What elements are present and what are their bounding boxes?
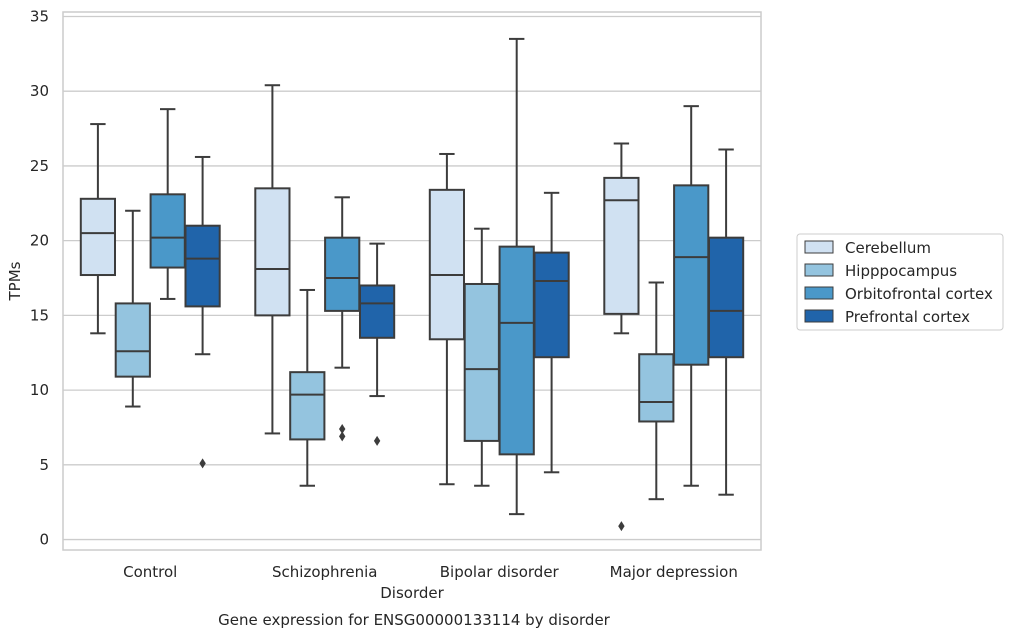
box-prefrontal-cortex xyxy=(533,191,570,474)
x-tick-label: Control xyxy=(123,563,177,581)
box-body xyxy=(533,251,570,359)
y-axis-ticks: 0 5 10 15 20 25 30 35 xyxy=(30,7,49,548)
box-body xyxy=(289,371,326,441)
box-body xyxy=(149,193,186,269)
y-axis-title: TPMs xyxy=(6,261,24,301)
legend-label: Orbitofrontal cortex xyxy=(845,285,993,303)
y-tick-label: 35 xyxy=(30,7,49,25)
x-tick-label: Major depression xyxy=(610,563,738,581)
box-prefrontal-cortex xyxy=(358,242,396,446)
box-orbitofrontal-cortex xyxy=(324,196,361,442)
box-body xyxy=(428,188,466,341)
y-tick-label: 10 xyxy=(30,381,49,399)
box-orbitofrontal-cortex xyxy=(498,37,535,516)
chart-caption: Gene expression for ENSG00000133114 by d… xyxy=(218,611,611,629)
legend-swatch xyxy=(804,240,834,254)
box-cerebellum xyxy=(254,84,291,435)
box-hipppocampus xyxy=(638,281,675,501)
box-body xyxy=(603,176,640,315)
legend-swatch xyxy=(804,309,834,323)
x-axis-title: Disorder xyxy=(380,584,444,602)
box-body xyxy=(79,197,117,277)
box-hipppocampus xyxy=(463,227,500,487)
legend-frame xyxy=(796,233,1004,331)
box-body xyxy=(184,224,221,308)
box-prefrontal-cortex xyxy=(707,148,745,496)
x-axis-ticks: Control Schizophrenia Bipolar disorder Majo… xyxy=(123,563,738,581)
legend-swatch xyxy=(804,286,834,300)
legend-swatch xyxy=(804,263,834,277)
outlier-point xyxy=(339,431,346,442)
outlier-point xyxy=(199,458,206,469)
outlier-point xyxy=(373,435,381,446)
box-body xyxy=(358,284,396,339)
box-hipppocampus xyxy=(114,209,151,408)
box-body xyxy=(638,353,675,423)
box-hipppocampus xyxy=(289,288,326,487)
legend-label: Hipppocampus xyxy=(845,262,957,280)
y-tick-label: 25 xyxy=(30,157,49,175)
x-tick-label: Schizophrenia xyxy=(272,563,377,581)
x-tick-label: Bipolar disorder xyxy=(440,563,560,581)
box-body xyxy=(463,282,500,442)
outlier-point xyxy=(339,423,346,434)
y-tick-label: 20 xyxy=(30,232,49,250)
box-cerebellum xyxy=(428,152,466,486)
box-body xyxy=(254,187,291,317)
legend-label: Prefrontal cortex xyxy=(845,308,970,326)
plot-frame xyxy=(62,11,762,551)
legend-label: Cerebellum xyxy=(845,239,931,257)
legend: Cerebellum Hipppocampus Orbitofrontal cort… xyxy=(796,233,1004,331)
box-body xyxy=(673,184,710,366)
boxes xyxy=(79,37,745,532)
y-tick-label: 15 xyxy=(30,306,49,324)
box-cerebellum xyxy=(79,123,117,335)
y-tick-label: 0 xyxy=(39,531,49,549)
y-tick-label: 30 xyxy=(30,82,49,100)
y-tick-label: 5 xyxy=(39,456,49,474)
box-prefrontal-cortex xyxy=(184,155,221,469)
box-orbitofrontal-cortex xyxy=(149,108,186,300)
box-cerebellum xyxy=(603,142,640,532)
outlier-point xyxy=(618,521,625,532)
box-body xyxy=(114,302,151,378)
box-orbitofrontal-cortex xyxy=(673,105,710,487)
box-body xyxy=(707,236,745,359)
box-body xyxy=(498,245,535,456)
box-body xyxy=(324,236,361,312)
